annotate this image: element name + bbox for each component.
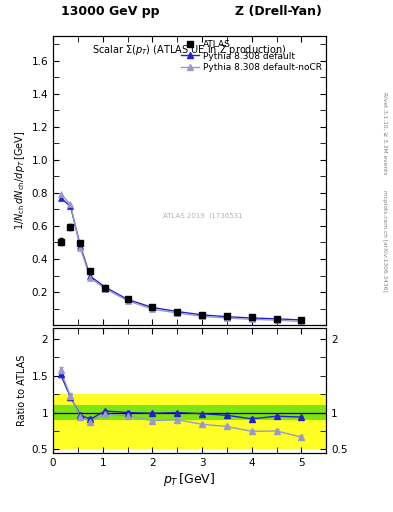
Text: 13000 GeV pp: 13000 GeV pp <box>61 5 160 18</box>
Text: mcplots.cern.ch [arXiv:1306.3436]: mcplots.cern.ch [arXiv:1306.3436] <box>382 190 387 291</box>
Text: Scalar $\Sigma(p_T)$ (ATLAS UE in Z production): Scalar $\Sigma(p_T)$ (ATLAS UE in Z prod… <box>92 43 287 57</box>
Text: ATLAS 2019  I1736531: ATLAS 2019 I1736531 <box>163 213 243 219</box>
Legend: ATLAS, Pythia 8.308 default, Pythia 8.308 default-noCR: ATLAS, Pythia 8.308 default, Pythia 8.30… <box>181 40 322 72</box>
X-axis label: $p_T\,[\mathrm{GeV}]$: $p_T\,[\mathrm{GeV}]$ <box>163 471 216 488</box>
Bar <box>53 394 326 450</box>
Y-axis label: $1/N_{\rm ch}\,dN_{\rm ch}/dp_T\,[\rm GeV]$: $1/N_{\rm ch}\,dN_{\rm ch}/dp_T\,[\rm Ge… <box>13 131 28 230</box>
Text: Z (Drell-Yan): Z (Drell-Yan) <box>235 5 322 18</box>
Y-axis label: Ratio to ATLAS: Ratio to ATLAS <box>17 355 28 426</box>
Text: Rivet 3.1.10, ≥ 3.3M events: Rivet 3.1.10, ≥ 3.3M events <box>382 92 387 175</box>
Bar <box>53 405 326 420</box>
